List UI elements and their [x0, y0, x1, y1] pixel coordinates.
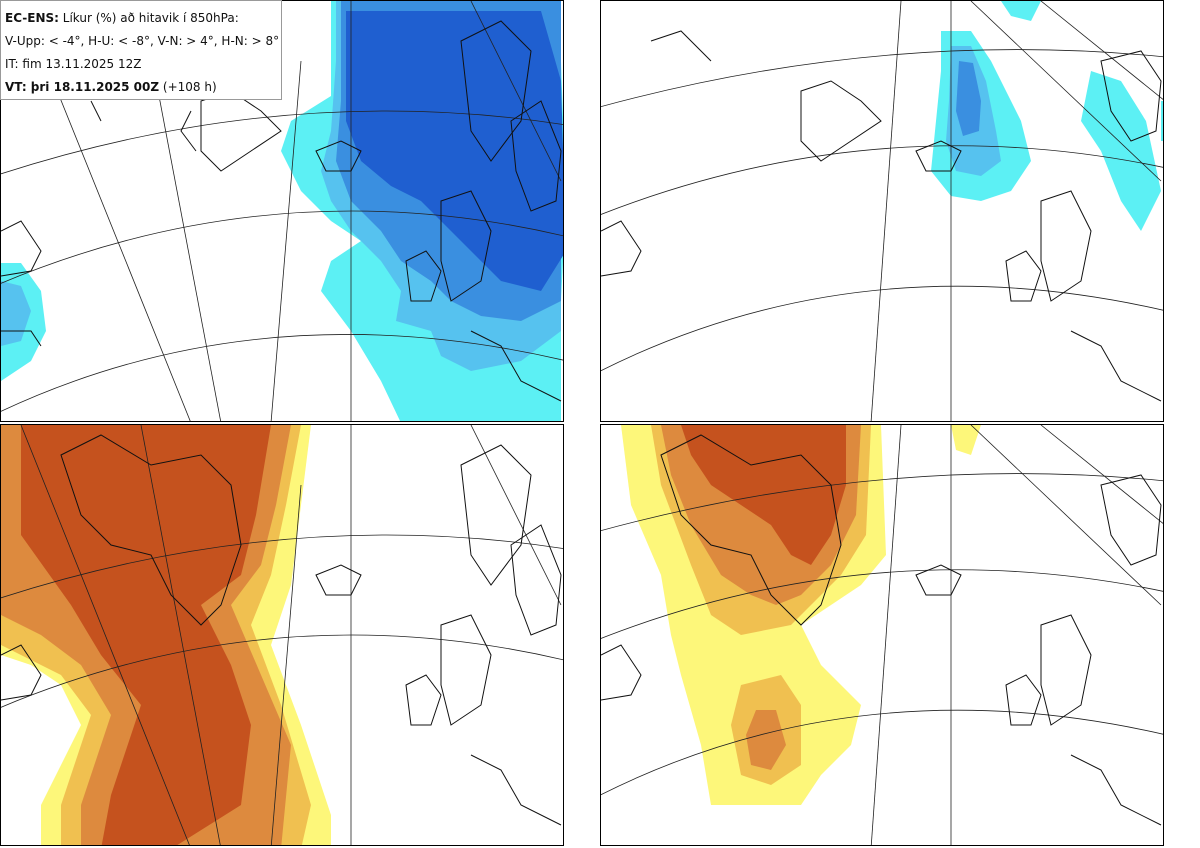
coastlines — [601, 434, 1162, 826]
forecast-info-box: EC-ENS: Líkur (%) að hitavik í 850hPa: V… — [0, 0, 282, 100]
info-thresholds-line: V-Upp: < -4°, H-U: < -8°, V-N: > 4°, H-N… — [5, 34, 280, 48]
info-valid-time-line: VT: þri 18.11.2025 00Z (+108 h) — [5, 76, 277, 99]
map-panel-upper-right: 1009565355 — [600, 0, 1164, 422]
probability-map-cold-8 — [601, 1, 1163, 421]
map-panel-lower-right: 1009565355 — [600, 424, 1164, 846]
info-initial-time-line: IT: fim 13.11.2025 12Z — [5, 57, 142, 71]
info-lead-time: (+108 h) — [159, 80, 217, 94]
info-valid-time-bold: VT: þri 18.11.2025 00Z — [5, 80, 160, 94]
coastlines — [1, 434, 562, 826]
probability-map-warm-4 — [1, 425, 563, 845]
probability-shading — [1, 425, 331, 845]
info-title-bold: EC-ENS: — [5, 11, 59, 25]
probability-map-cold-4 — [1, 1, 563, 421]
info-title-line: EC-ENS: Líkur (%) að hitavik í 850hPa: — [5, 7, 277, 30]
graticule — [601, 425, 1163, 845]
graticule — [1, 1, 563, 421]
probability-shading — [621, 425, 981, 805]
probability-map-warm-8 — [601, 425, 1163, 845]
graticule — [1, 425, 563, 845]
graticule — [601, 1, 1163, 421]
probability-shading — [931, 1, 1163, 231]
coastlines — [601, 30, 1162, 402]
map-panel-lower-left: 1009565355 — [0, 424, 564, 846]
info-title-rest: Líkur (%) að hitavik í 850hPa: — [58, 11, 239, 25]
map-panel-upper-left: 1009565355 — [0, 0, 564, 422]
probability-shading — [1, 1, 563, 421]
